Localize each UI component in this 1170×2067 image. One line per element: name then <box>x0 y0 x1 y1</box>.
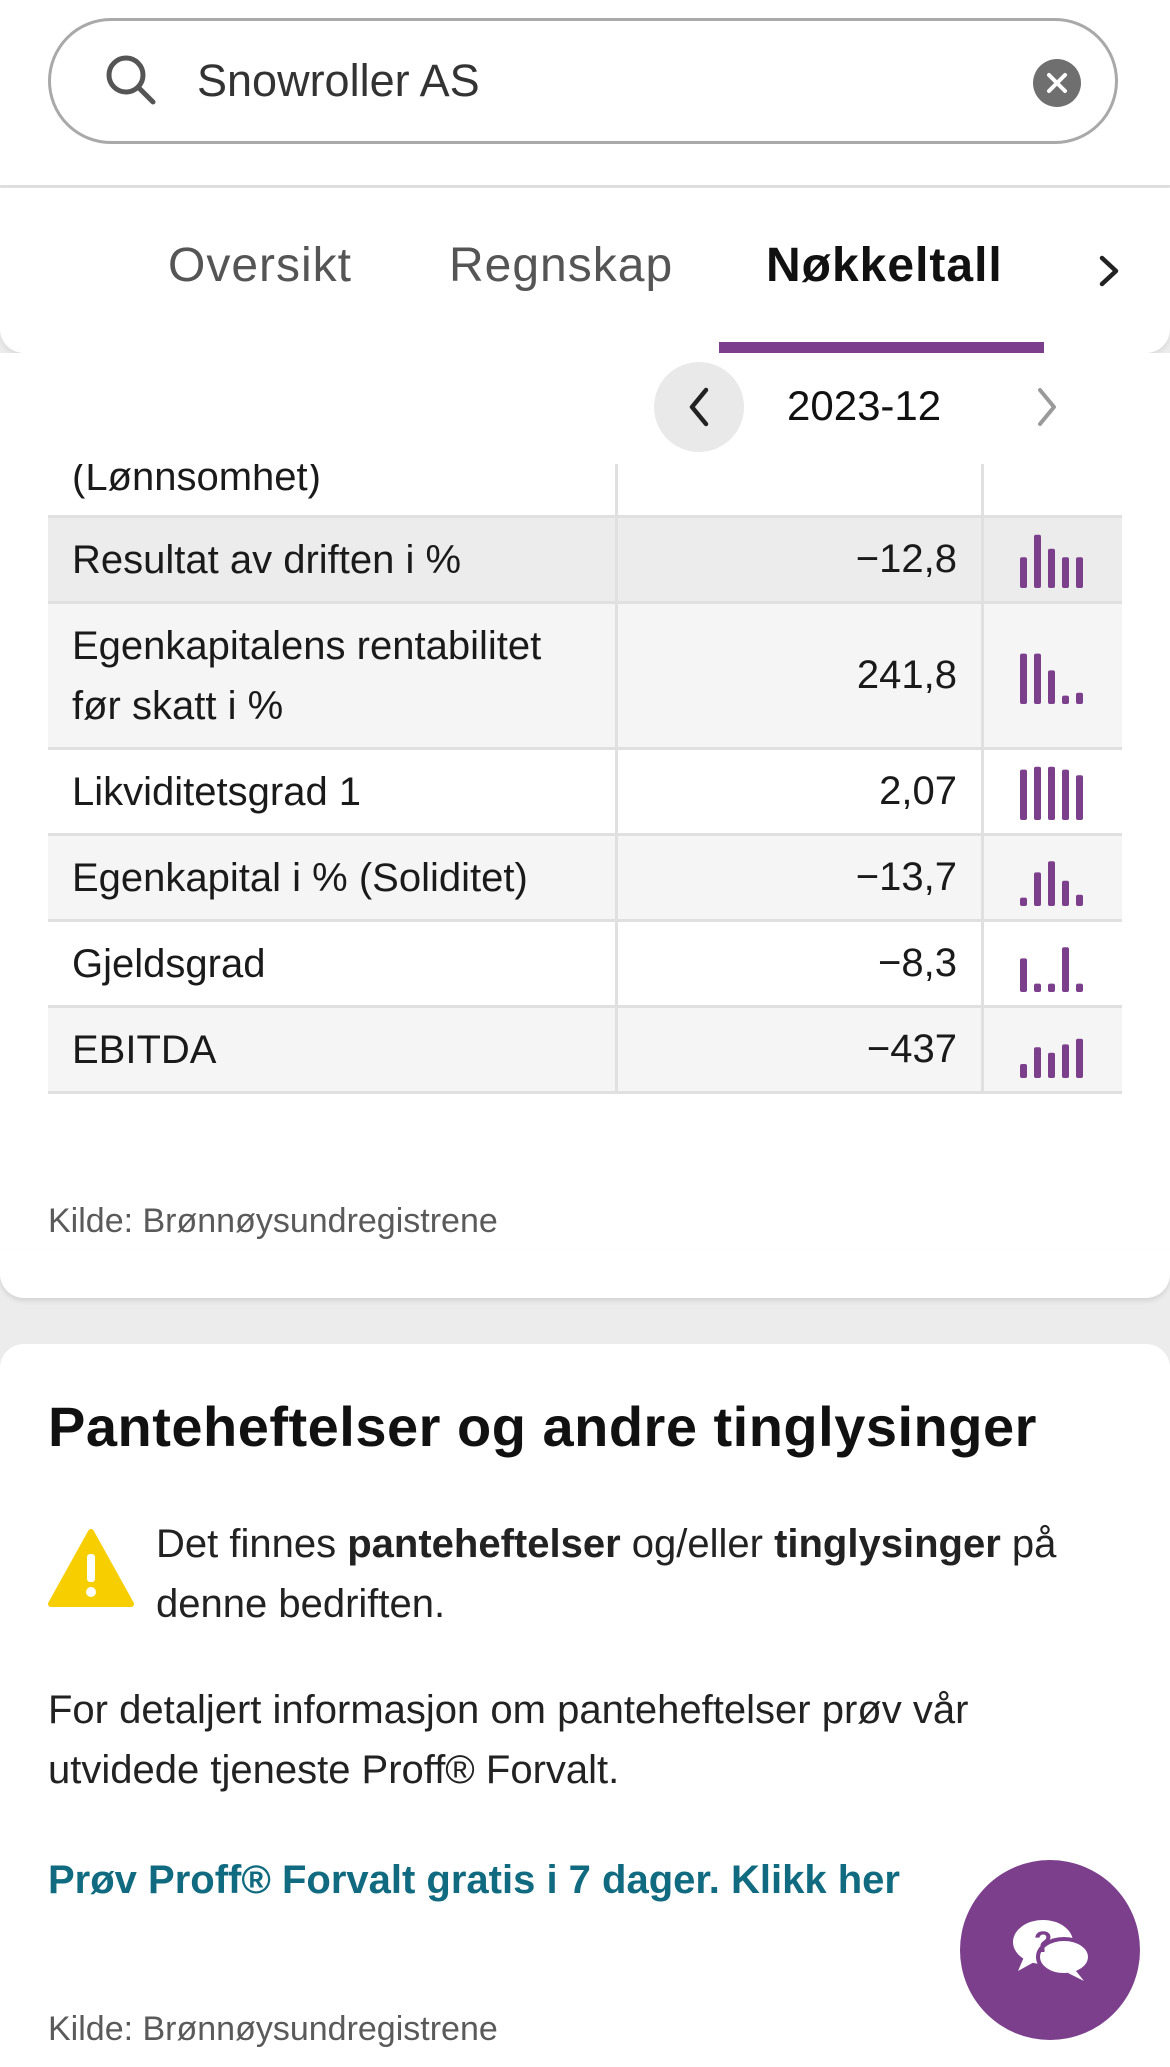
sparkline-bar <box>1048 983 1055 992</box>
trial-link[interactable]: Prøv Proff® Forvalt gratis i 7 dager. Kl… <box>48 1858 900 1902</box>
table-row: Resultat av driften i % −12,8 <box>48 518 1122 604</box>
sparkline <box>984 836 1122 919</box>
pant-title: Panteheftelser og andre tinglysinger <box>48 1395 1037 1458</box>
previous-year-button[interactable] <box>654 362 744 452</box>
row-label: Resultat av driften i % <box>48 518 618 601</box>
chat-button[interactable]: ? <box>960 1860 1140 2040</box>
tab-bar: Oversikt Regnskap Nøkkeltall <box>0 188 1170 353</box>
sparkline <box>984 518 1122 601</box>
source-label: Kilde: Brønnøysundregistrene <box>48 2010 498 2048</box>
sparkline-bar <box>1076 1038 1083 1078</box>
warning-icon <box>48 1529 134 1607</box>
sparkline-bar <box>1020 769 1027 820</box>
sparkline-bar <box>1034 766 1041 820</box>
sparkline-bar <box>1048 669 1055 704</box>
card-bottom <box>0 1250 1170 1298</box>
row-value: 241,8 <box>618 604 984 747</box>
close-icon <box>1047 73 1067 93</box>
row-label: EBITDA <box>48 1008 618 1091</box>
search-header: Snowroller AS <box>0 0 1170 187</box>
search-icon <box>106 55 156 105</box>
table-row: Egenkapital i % (Soliditet) −13,7 <box>48 836 1122 922</box>
table-row: Likviditetsgrad 1 2,07 <box>48 750 1122 836</box>
sparkline-chart <box>1020 1038 1083 1078</box>
table-row: (Lønnsomhet) <box>48 464 1122 518</box>
warning-text: Det finnes panteheftelser og/eller tingl… <box>156 1522 1057 1626</box>
table-row: Gjeldsgrad −8,3 <box>48 922 1122 1008</box>
chat-help-icon: ? <box>1013 1920 1092 1981</box>
key-figures-table: (Lønnsomhet) Resultat av driften i % −12,… <box>48 464 1122 1098</box>
search-box[interactable]: Snowroller AS <box>48 18 1118 144</box>
search-input[interactable]: Snowroller AS <box>197 55 480 106</box>
sparkline <box>984 1008 1122 1091</box>
sparkline-bar <box>1048 548 1055 588</box>
sparkline-bar <box>1062 1043 1069 1078</box>
sparkline <box>984 604 1122 747</box>
row-value: 2,07 <box>618 750 984 833</box>
sparkline-bar <box>1020 957 1027 992</box>
chevron-right-icon[interactable] <box>1030 384 1064 430</box>
sparkline-bar <box>1020 556 1027 588</box>
year-navigator: 2023-12 <box>0 362 1170 462</box>
row-value: −12,8 <box>618 518 984 601</box>
year-label: 2023-12 <box>787 382 942 429</box>
sparkline-bar <box>1076 983 1083 992</box>
row-value: −8,3 <box>618 922 984 1005</box>
row-label: Egenkapital i % (Soliditet) <box>48 836 618 919</box>
sparkline-bar <box>1062 769 1069 820</box>
sparkline-bar <box>1062 695 1069 704</box>
sparkline-bar <box>1034 534 1041 588</box>
sparkline-bar <box>1062 946 1069 992</box>
sparkline-chart <box>1020 946 1083 992</box>
info-text: For detaljert informasjon om panteheftel… <box>48 1688 969 1792</box>
sparkline-bar <box>1020 897 1027 906</box>
sparkline-bar <box>1048 1052 1055 1078</box>
sparkline-chart <box>1020 860 1083 906</box>
row-label: (Lønnsomhet) <box>48 464 618 515</box>
sparkline-bar <box>1048 766 1055 820</box>
row-label: Likviditetsgrad 1 <box>48 750 618 833</box>
source-label: Kilde: Brønnøysundregistrene <box>48 1202 498 1240</box>
row-value <box>618 464 984 515</box>
sparkline-bar <box>1076 774 1083 820</box>
sparkline <box>984 464 1122 515</box>
sparkline-chart <box>1020 653 1083 704</box>
active-tab-indicator <box>719 342 1044 353</box>
sparkline <box>984 922 1122 1005</box>
table-row: EBITDA −437 <box>48 1008 1122 1094</box>
chevron-left-icon <box>689 387 709 427</box>
sparkline-bar <box>1062 880 1069 906</box>
chevron-right-icon[interactable] <box>1090 246 1130 296</box>
tab-oversikt[interactable]: Oversikt <box>168 239 353 292</box>
sparkline-bar <box>1034 653 1041 704</box>
sparkline <box>984 750 1122 833</box>
row-value: −13,7 <box>618 836 984 919</box>
sparkline-bar <box>1034 871 1041 906</box>
row-value: −437 <box>618 1008 984 1091</box>
row-label: Gjeldsgrad <box>48 922 618 1005</box>
sparkline-chart <box>1020 766 1083 820</box>
sparkline-bar <box>1048 860 1055 906</box>
tab-nokkeltall[interactable]: Nøkkeltall <box>766 239 1003 292</box>
sparkline-bar <box>1076 894 1083 906</box>
sparkline-bar <box>1076 556 1083 588</box>
table-row: Egenkapitalens rentabilitet før skatt i … <box>48 604 1122 750</box>
sparkline-bar <box>1020 1063 1027 1078</box>
sparkline-bar <box>1034 1046 1041 1078</box>
sparkline-bar <box>1020 653 1027 704</box>
svg-text:?: ? <box>1034 1926 1052 1959</box>
tab-regnskap[interactable]: Regnskap <box>449 239 674 292</box>
sparkline-chart <box>1020 534 1083 588</box>
clear-search-button[interactable] <box>1033 59 1081 107</box>
row-label: Egenkapitalens rentabilitet før skatt i … <box>48 604 618 747</box>
sparkline-bar <box>1076 692 1083 704</box>
sparkline-bar <box>1062 556 1069 588</box>
sparkline-bar <box>1034 983 1041 992</box>
